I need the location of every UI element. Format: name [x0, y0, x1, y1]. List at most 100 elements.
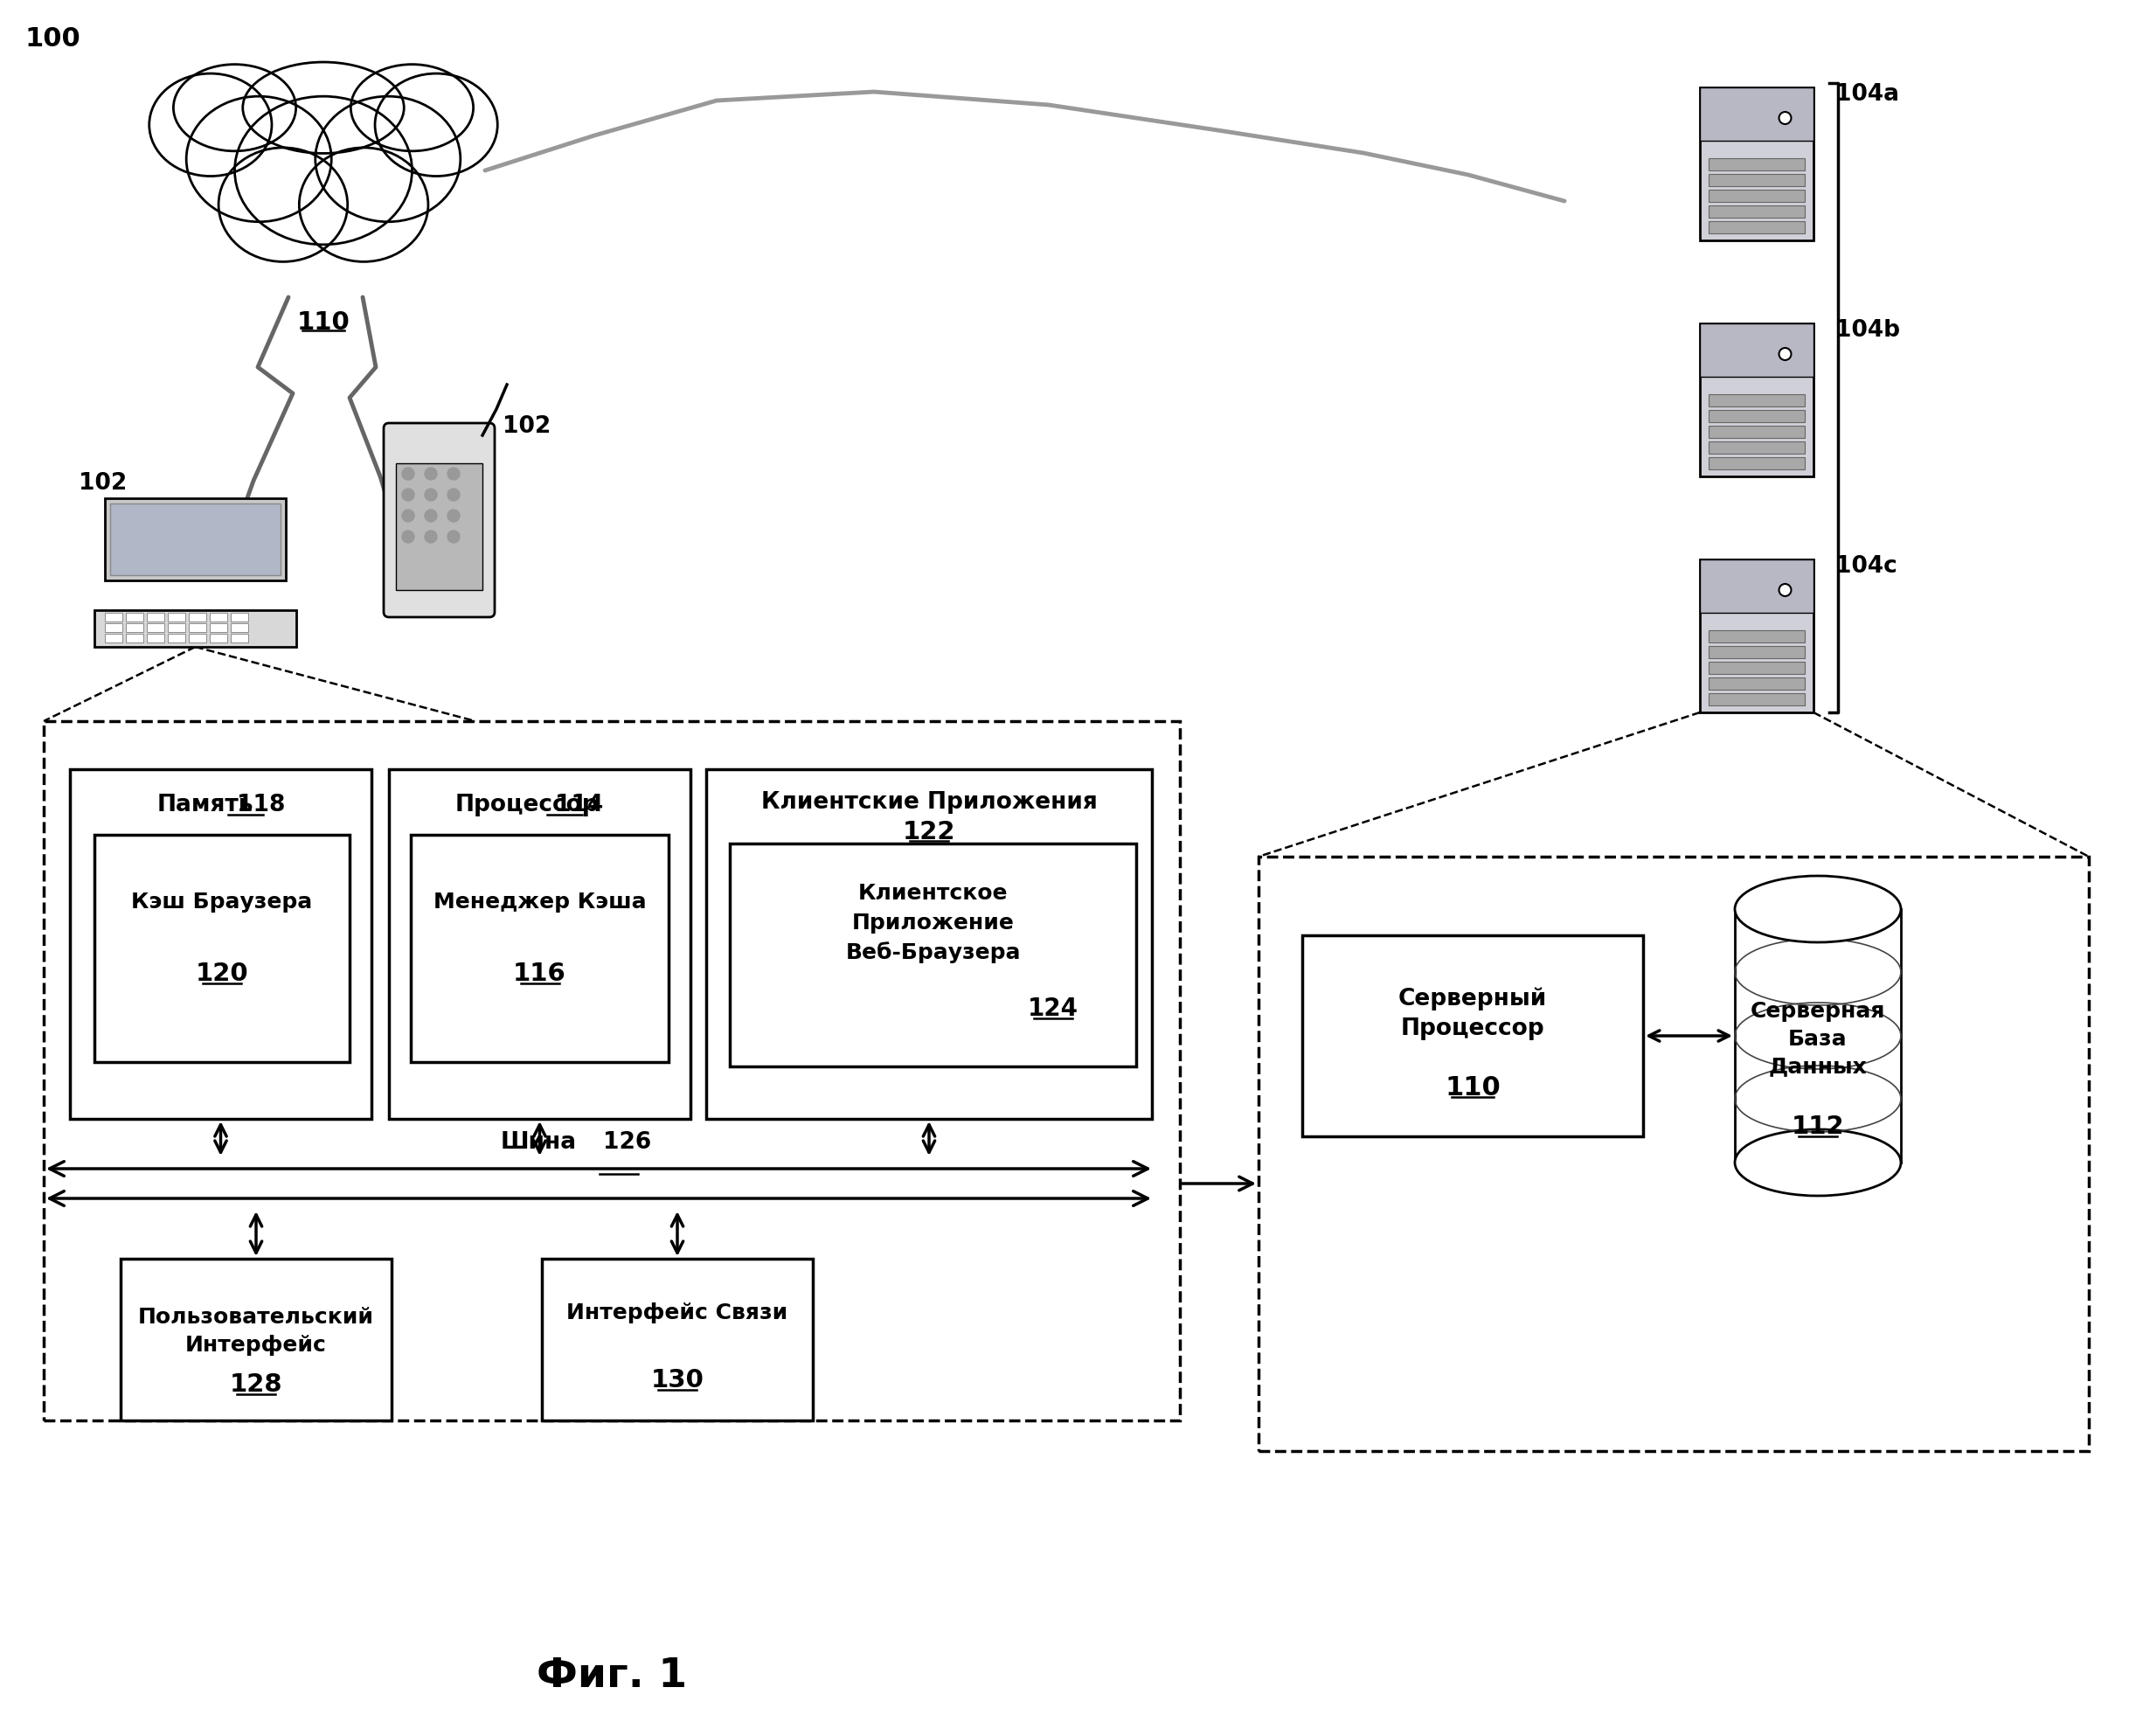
Bar	[189, 613, 207, 621]
Bar	[230, 613, 249, 621]
Ellipse shape	[219, 148, 347, 262]
Circle shape	[1780, 111, 1790, 125]
Circle shape	[402, 467, 415, 479]
Bar	[1699, 323, 1814, 476]
Bar	[1710, 661, 1805, 674]
Bar	[45, 720, 1179, 1420]
Text: 116: 116	[513, 962, 566, 986]
Text: 110: 110	[1446, 1075, 1501, 1101]
Text: 104b: 104b	[1835, 319, 1899, 342]
Text: Кэш Браузера: Кэш Браузера	[132, 892, 313, 913]
Bar	[126, 613, 143, 621]
Ellipse shape	[149, 73, 273, 175]
Text: 112: 112	[1790, 1115, 1844, 1139]
Text: 128: 128	[230, 1373, 283, 1397]
Text: Пользовательский
Интерфейс: Пользовательский Интерфейс	[138, 1307, 375, 1356]
Text: 104a: 104a	[1835, 83, 1899, 106]
Bar	[147, 613, 164, 621]
Text: Серверная
База
Данных: Серверная База Данных	[1750, 1002, 1886, 1076]
Bar	[1258, 856, 2089, 1451]
Circle shape	[426, 510, 436, 523]
Bar	[75, 1158, 1124, 1208]
Bar	[126, 634, 143, 642]
Bar	[104, 498, 285, 580]
Bar	[1710, 189, 1805, 201]
Bar	[230, 623, 249, 632]
Bar	[126, 623, 143, 632]
Bar	[1699, 87, 1814, 141]
Ellipse shape	[351, 64, 473, 151]
Text: 100: 100	[23, 26, 81, 52]
Text: 120: 120	[196, 962, 249, 986]
Ellipse shape	[172, 64, 296, 151]
Bar	[211, 634, 228, 642]
Bar	[230, 634, 249, 642]
Bar	[1303, 936, 1644, 1137]
Text: Шина: Шина	[500, 1132, 577, 1154]
Text: Фиг. 1: Фиг. 1	[537, 1656, 688, 1696]
Bar	[1699, 559, 1814, 712]
Ellipse shape	[315, 95, 460, 222]
Bar	[1710, 220, 1805, 233]
Bar	[411, 835, 669, 1062]
Circle shape	[426, 488, 436, 502]
Bar	[147, 634, 164, 642]
Bar	[168, 623, 185, 632]
Bar	[1699, 323, 1814, 377]
Bar	[211, 623, 228, 632]
Bar	[1735, 910, 1901, 1163]
Text: 102: 102	[502, 415, 551, 437]
Ellipse shape	[187, 95, 332, 222]
Bar	[390, 769, 690, 1120]
Text: 130: 130	[651, 1368, 705, 1392]
Bar	[396, 464, 483, 590]
Bar	[1710, 693, 1805, 705]
Bar	[70, 769, 370, 1120]
Circle shape	[447, 531, 460, 543]
Text: 104c: 104c	[1835, 556, 1897, 578]
Circle shape	[1780, 583, 1790, 595]
Text: Интерфейс Связи: Интерфейс Связи	[566, 1302, 788, 1323]
Bar	[94, 609, 296, 648]
Circle shape	[426, 467, 436, 479]
Circle shape	[447, 510, 460, 523]
Text: 110: 110	[296, 311, 349, 335]
Bar	[543, 1259, 813, 1420]
Text: 102: 102	[79, 472, 128, 495]
Ellipse shape	[375, 73, 498, 175]
Bar	[730, 844, 1137, 1066]
Bar	[1710, 677, 1805, 689]
Circle shape	[402, 488, 415, 502]
Text: Менеджер Кэша: Менеджер Кэша	[432, 892, 645, 913]
Bar	[104, 613, 121, 621]
Bar	[707, 769, 1152, 1120]
Circle shape	[402, 510, 415, 523]
FancyBboxPatch shape	[383, 424, 494, 616]
Bar	[1710, 394, 1805, 406]
Bar	[1710, 425, 1805, 437]
Bar	[1710, 646, 1805, 658]
Bar	[1710, 158, 1805, 170]
Bar	[1699, 87, 1814, 240]
Bar	[147, 623, 164, 632]
Bar	[1710, 630, 1805, 642]
Circle shape	[447, 488, 460, 502]
Circle shape	[402, 531, 415, 543]
Bar	[121, 1259, 392, 1420]
Text: Серверный
Процессор: Серверный Процессор	[1399, 988, 1548, 1040]
Ellipse shape	[1735, 877, 1901, 943]
Text: 126: 126	[603, 1132, 651, 1154]
Text: Клиентские Приложения: Клиентские Приложения	[760, 792, 1096, 814]
Circle shape	[426, 531, 436, 543]
Ellipse shape	[300, 148, 428, 262]
Text: Клиентское
Приложение
Веб-Браузера: Клиентское Приложение Веб-Браузера	[845, 884, 1020, 963]
Ellipse shape	[1735, 1130, 1901, 1196]
Bar	[1710, 457, 1805, 469]
Bar	[104, 634, 121, 642]
Bar	[211, 613, 228, 621]
Bar	[1710, 174, 1805, 186]
Bar	[111, 503, 281, 575]
Bar	[94, 835, 349, 1062]
Bar	[1710, 441, 1805, 453]
Bar	[1699, 559, 1814, 613]
